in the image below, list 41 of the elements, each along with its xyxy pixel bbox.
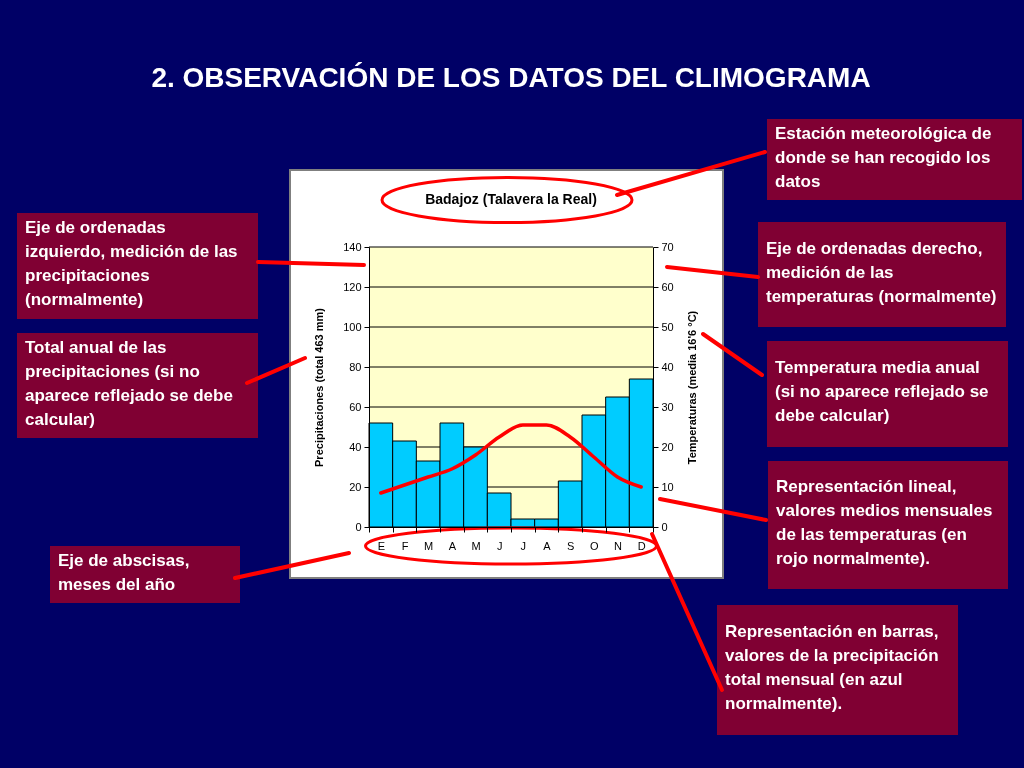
x-tick-label: F — [401, 539, 409, 552]
line-series — [379, 423, 643, 495]
chart-subtitle: Badajoz (Talavera la Real) — [425, 191, 597, 207]
x-tick-label: A — [448, 539, 457, 552]
y-tick-label: 100 — [343, 320, 362, 333]
text: Temperatura media anual (si no aparece reflejado se debe calcular) — [775, 358, 989, 425]
y2-tick-label: 50 — [661, 320, 674, 333]
y2-tick-label: 70 — [661, 240, 674, 253]
y-tick-label: 40 — [349, 440, 362, 453]
x-tick-label: E — [377, 539, 386, 552]
y-tick-label: 140 — [343, 240, 362, 253]
y-tick-label: 80 — [349, 360, 362, 373]
y-tick-label: 20 — [349, 480, 362, 493]
y2-tick-label: 0 — [661, 520, 668, 533]
x-tick-label: M — [424, 539, 434, 552]
y-tick-label: 60 — [349, 400, 362, 413]
text: Eje de abscisas, meses del año — [58, 550, 190, 594]
x-tick-label: D — [637, 539, 646, 552]
y2-tick-label: 60 — [661, 280, 674, 293]
y2-tick-label: 40 — [661, 360, 674, 373]
text: Eje de ordenadas derecho, medición de las temperaturas (normalmente) — [766, 238, 997, 306]
y-axis-title: Precipitaciones (total 463 mm) — [313, 307, 326, 467]
x-tick-label: O — [590, 539, 600, 552]
x-tick-label: N — [614, 539, 623, 552]
x-tick-label: J — [520, 539, 527, 552]
y2-axis-title: Temperaturas (media 16'6 °C) — [685, 310, 698, 465]
y2-tick-label: 10 — [661, 480, 674, 493]
x-tick-label: M — [471, 539, 481, 552]
y-tick-label: 120 — [343, 280, 362, 293]
text: Representación en barras, valores de la precipitación total mensual (en azul normalmente). — [725, 622, 939, 713]
text: Representación lineal, valores medios mensuales de las temperaturas (en rojo normalmente). — [776, 477, 993, 568]
x-tick-label: S — [566, 539, 575, 552]
x-tick-label: J — [496, 539, 503, 552]
text: Total anual de las precipitaciones (si no aparece reflejado se debe calcular) — [25, 337, 233, 429]
y-tick-label: 0 — [355, 520, 362, 533]
text: Eje de ordenadas izquierdo, medición de las precipitaciones (normalmente) — [25, 218, 238, 309]
text: Estación meteorológica de donde se han recogido los datos — [775, 123, 992, 191]
chart-title: 2. OBSERVACIÓN DE LOS DATOS DEL CLIMOGRAMA — [151, 62, 871, 93]
x-tick-label: A — [543, 539, 552, 552]
y2-tick-label: 30 — [661, 400, 674, 413]
y2-tick-label: 20 — [661, 440, 674, 453]
